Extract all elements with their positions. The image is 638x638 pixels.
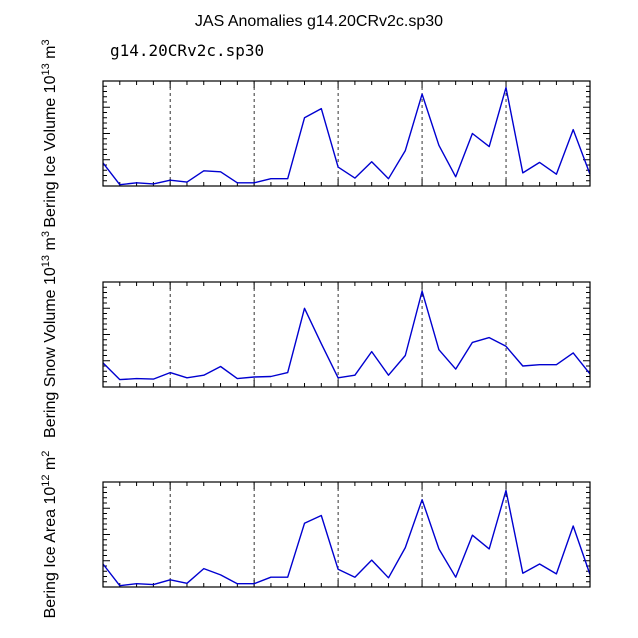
y-axis-label: Bering Snow Volume 1013 m3	[40, 231, 59, 438]
figure-title: JAS Anomalies g14.20CRv2c.sp30	[195, 13, 443, 30]
panel-2-frame	[102, 281, 591, 388]
case-label: g14.20CRv2c.sp30	[110, 41, 264, 60]
panel-2-series-line	[102, 290, 591, 381]
panel-2: Bering Snow Volume 1013 m3	[40, 231, 591, 438]
y-axis-label-sup1: 12	[40, 475, 52, 487]
y-axis-label-main: Bering Ice Volume 10	[42, 75, 59, 227]
y-axis-label-sup1: 13	[40, 63, 52, 75]
y-axis-label-sup2: 3	[40, 39, 52, 45]
panel-3-frame	[102, 481, 591, 588]
y-axis-label-mid: m	[42, 237, 59, 255]
y-axis-label-mid: m	[42, 46, 59, 64]
panel-1: Bering Ice Volume 1013 m3	[40, 39, 591, 228]
panel-3: Bering Ice Area 1012 m2	[40, 451, 591, 619]
y-axis-label: Bering Ice Volume 1013 m3	[40, 39, 59, 227]
y-axis-label-main: Bering Snow Volume 10	[42, 267, 59, 438]
panel-1-series-line	[102, 86, 591, 186]
y-axis-label-sup2: 2	[40, 451, 52, 457]
y-axis-label-sup1: 13	[40, 255, 52, 267]
y-axis-label: Bering Ice Area 1012 m2	[40, 451, 59, 619]
panel-3-series-line	[102, 489, 591, 587]
y-axis-label-sup2: 3	[40, 231, 52, 237]
y-axis-label-main: Bering Ice Area 10	[42, 487, 59, 619]
panel-1-frame	[102, 80, 591, 187]
y-axis-label-mid: m	[42, 457, 59, 475]
